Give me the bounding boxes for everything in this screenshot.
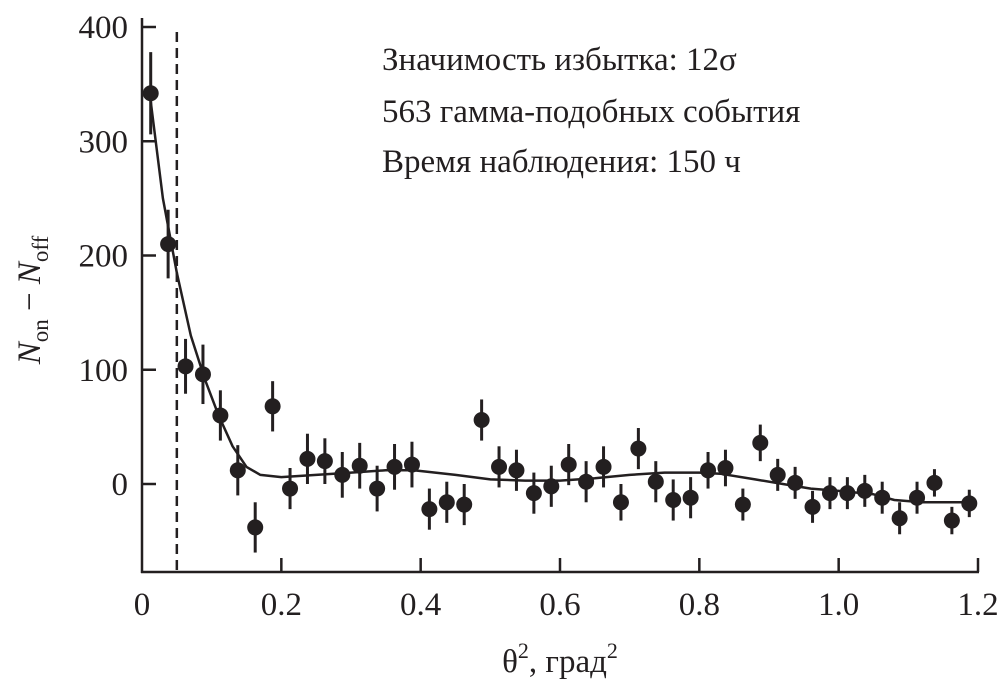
data-point <box>369 480 386 497</box>
x-label-sup1: 2 <box>518 638 529 663</box>
x-tick-label: 0.8 <box>679 587 720 623</box>
x-label-sup2: 2 <box>607 638 618 663</box>
data-point <box>264 398 281 415</box>
data-point <box>194 366 211 383</box>
data-point <box>734 496 751 513</box>
y-tick-label: 400 <box>79 10 129 46</box>
x-label-unit: , град <box>529 644 607 680</box>
data-point <box>874 489 891 506</box>
x-axis-label: θ2, град2 <box>502 638 618 680</box>
data-point <box>473 412 490 429</box>
data-point <box>926 474 943 491</box>
data-point <box>160 236 177 253</box>
data-point <box>403 456 420 473</box>
data-point <box>804 498 821 515</box>
data-point <box>578 473 595 490</box>
data-point <box>647 473 664 490</box>
annotation-events: 563 гамма-подобных события <box>382 94 800 130</box>
data-point <box>543 478 560 495</box>
data-point <box>282 480 299 497</box>
data-point <box>142 85 159 102</box>
data-point <box>909 489 926 506</box>
data-point <box>595 458 612 475</box>
data-point <box>630 440 647 457</box>
y-label-sub1: on <box>28 319 53 343</box>
data-point <box>508 462 525 479</box>
data-point <box>386 458 403 475</box>
annotation-time: Время наблюдения: 150 ч <box>382 144 741 180</box>
data-point <box>456 496 473 513</box>
data-point <box>421 501 438 518</box>
data-point <box>943 512 960 529</box>
data-point <box>752 434 769 451</box>
x-tick-label: 1.0 <box>818 587 859 623</box>
data-point <box>351 457 368 474</box>
data-point <box>821 485 838 502</box>
data-point <box>891 510 908 527</box>
x-tick-label: 0.6 <box>539 587 580 623</box>
data-point <box>769 466 786 483</box>
data-point <box>787 474 804 491</box>
y-label-n1: N <box>12 340 48 365</box>
data-point <box>612 494 629 511</box>
data-point <box>334 466 351 483</box>
data-point <box>491 458 508 475</box>
data-point <box>560 456 577 473</box>
y-tick-label: 0 <box>112 467 129 503</box>
data-point <box>229 462 246 479</box>
y-tick-label: 300 <box>79 124 129 160</box>
y-label-n2: N <box>12 260 48 285</box>
x-tick-label: 0.2 <box>261 587 302 623</box>
x-tick-label: 1.2 <box>957 587 998 623</box>
data-point <box>247 519 264 536</box>
y-label-minus: − <box>12 284 48 319</box>
x-label-theta: θ <box>502 644 518 680</box>
data-point <box>177 358 194 375</box>
data-point <box>525 485 542 502</box>
data-point <box>212 407 229 424</box>
y-tick-label: 200 <box>79 239 129 275</box>
data-point <box>316 453 333 470</box>
data-point <box>856 482 873 499</box>
data-point <box>717 460 734 477</box>
data-point <box>961 495 978 512</box>
data-point <box>700 462 717 479</box>
data-point <box>665 491 682 508</box>
data-point <box>839 485 856 502</box>
y-tick-label: 100 <box>79 353 129 389</box>
data-point <box>682 489 699 506</box>
data-point <box>438 494 455 511</box>
y-label-sub2: off <box>28 235 53 262</box>
data-point <box>299 450 316 467</box>
y-axis-label: Non − Noff <box>12 235 53 365</box>
annotation-significance: Значимость избытка: 12σ <box>382 42 737 78</box>
x-tick-label: 0.4 <box>400 587 441 623</box>
x-tick-label: 0 <box>134 587 151 623</box>
